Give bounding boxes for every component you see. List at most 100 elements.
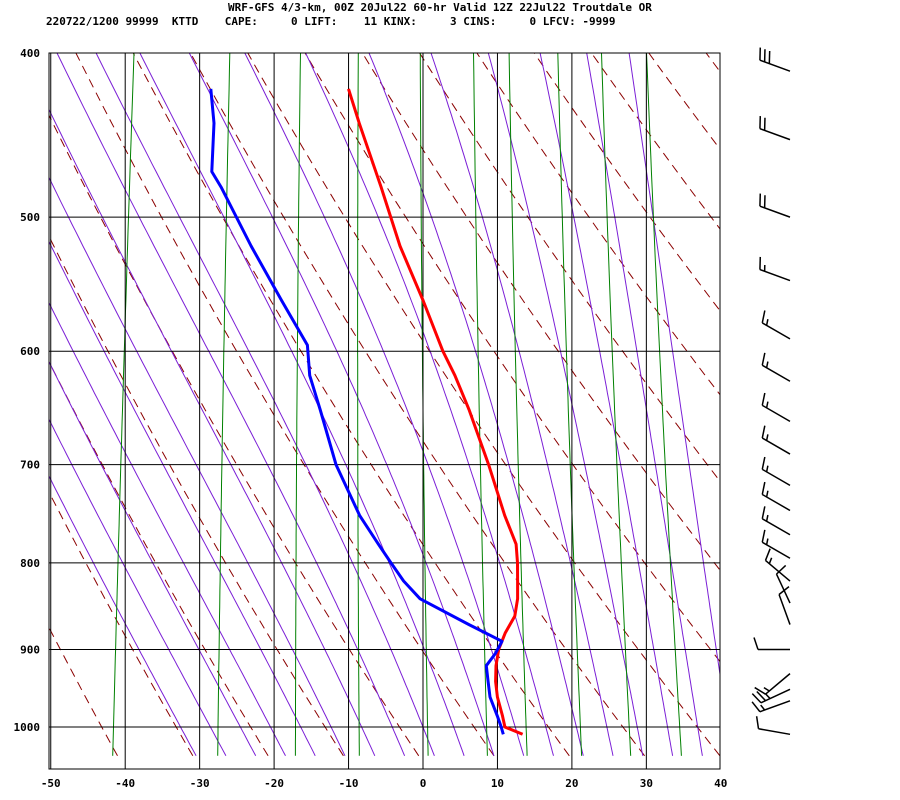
dry-adiabat-line	[705, 53, 720, 73]
wind-barb	[761, 425, 791, 455]
wind-barb	[761, 529, 791, 559]
pressure-tick-label: 900	[20, 643, 40, 656]
barb-half-feather	[765, 490, 769, 498]
barb-full-feather	[761, 529, 766, 543]
moist-adiabat-line	[49, 176, 346, 757]
barb-half-feather	[763, 687, 770, 692]
wind-barb	[754, 673, 791, 695]
wind-barb	[759, 116, 791, 141]
barb-staff	[761, 364, 791, 382]
temperature-tick-label: 30	[640, 777, 653, 790]
barb-full-feather	[775, 564, 787, 575]
barb-staff	[759, 268, 791, 282]
adiabat-guide-lines	[49, 53, 900, 757]
barb-full-feather	[753, 637, 759, 650]
sounding-profiles	[209, 88, 524, 736]
barb-full-feather	[761, 352, 766, 366]
barb-staff	[759, 700, 791, 713]
barb-staff	[761, 518, 791, 536]
wind-barb	[755, 716, 791, 736]
moist-adiabat-line	[430, 53, 614, 756]
temperature-tick-label: 20	[565, 777, 578, 790]
barb-half-feather	[765, 693, 771, 700]
barb-staff	[778, 594, 791, 625]
pressure-tick-label: 600	[20, 345, 40, 358]
moist-adiabat-line	[368, 53, 584, 756]
barb-staff	[759, 59, 791, 72]
barb-staff	[761, 493, 791, 512]
temperature-tick-label: 10	[491, 777, 504, 790]
temperature-tick-label: -50	[41, 777, 61, 790]
barb-full-feather	[761, 310, 766, 324]
temperature-tick-label: -30	[190, 777, 210, 790]
barb-full-feather	[751, 693, 762, 704]
barb-half-feather	[765, 361, 769, 368]
wind-barbs	[751, 47, 791, 736]
dry-adiabat-line	[132, 53, 570, 757]
moist-adiabat-line	[188, 53, 495, 756]
dewpoint-profile-line	[209, 88, 505, 735]
wind-barb	[759, 47, 791, 72]
dry-adiabat-line	[247, 53, 720, 757]
sounding-stats-line: 220722/1200 99999 KTTD CAPE: 0 LIFT: 11 …	[46, 15, 616, 28]
moist-adiabat-line	[49, 240, 316, 757]
mixing-ratio-line	[508, 53, 528, 756]
mixing-ratio-line	[112, 53, 135, 756]
temperature-tick-label: 40	[714, 777, 727, 790]
barb-staff	[761, 541, 791, 559]
pressure-tick-label: 700	[20, 459, 40, 472]
barb-full-feather	[751, 701, 761, 713]
barb-full-feather	[755, 716, 760, 729]
barb-half-feather	[765, 434, 769, 441]
mixing-ratio-line	[294, 53, 301, 756]
temperature-tick-label: -40	[115, 777, 135, 790]
dry-adiabat-line	[591, 53, 720, 230]
barb-staff	[759, 127, 791, 141]
moist-adiabat-line	[139, 53, 465, 756]
pressure-tick-labels: 400 500 600 700 800 900 1000	[14, 47, 41, 734]
temperature-tick-label: -20	[264, 777, 284, 790]
barb-half-feather	[765, 465, 769, 473]
moist-adiabat-line	[49, 108, 376, 757]
wind-barb	[759, 193, 791, 218]
dry-adiabat-line	[75, 53, 495, 757]
barb-full-feather	[756, 690, 767, 702]
barb-staff	[758, 728, 791, 736]
barb-staff	[759, 205, 791, 218]
mixing-ratio-line	[419, 53, 429, 756]
chart-title: WRF-GFS 4/3-km, 00Z 20Jul22 60-hr Valid …	[228, 1, 652, 14]
moist-adiabat-line	[49, 360, 257, 757]
pressure-tick-label: 800	[20, 557, 40, 570]
barb-half-feather	[765, 319, 769, 326]
barb-half-feather	[760, 704, 766, 711]
barb-staff	[760, 688, 791, 704]
dry-adiabat-line	[878, 53, 900, 756]
barb-full-feather	[754, 686, 766, 695]
mixing-ratio-line	[473, 53, 488, 756]
mixing-ratio-line	[557, 53, 583, 756]
barb-staff	[761, 322, 791, 340]
moist-adiabat-line	[49, 418, 227, 757]
moist-adiabat-line	[586, 53, 703, 756]
barb-staff	[761, 468, 791, 487]
dry-adiabat-line	[361, 53, 720, 571]
barb-half-feather	[765, 514, 769, 522]
grid-lines	[49, 52, 720, 769]
dry-adiabat-line	[304, 53, 720, 663]
wind-barb	[761, 352, 791, 382]
wind-barb	[775, 564, 791, 604]
wind-barb	[761, 481, 791, 512]
barb-full-feather	[764, 548, 771, 561]
pressure-tick-label: 500	[20, 211, 40, 224]
wind-barb	[761, 392, 791, 423]
wind-barb	[759, 256, 791, 282]
moist-adiabat-line	[628, 53, 720, 679]
dry-adiabat-line	[49, 360, 269, 757]
moist-adiabat-line	[95, 53, 435, 756]
barb-half-feather	[765, 401, 769, 409]
pressure-tick-label: 1000	[14, 721, 41, 734]
wind-barb	[751, 688, 791, 704]
dry-adiabat-line	[49, 626, 118, 757]
mixing-ratio-line	[646, 53, 682, 756]
